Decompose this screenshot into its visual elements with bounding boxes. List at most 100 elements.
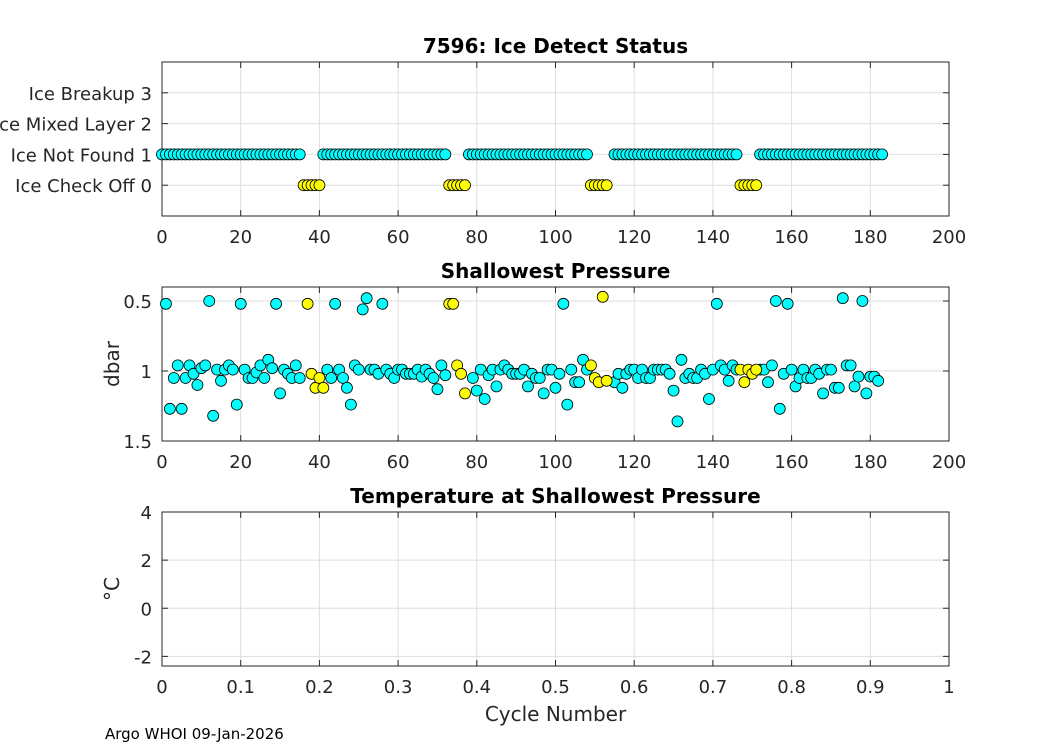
data-point (848, 380, 861, 393)
data-point (750, 363, 763, 376)
data-point (663, 367, 676, 380)
data-point (270, 297, 283, 310)
data-point (435, 359, 448, 372)
data-point (226, 363, 239, 376)
data-point (478, 393, 491, 405)
data-point (785, 363, 798, 376)
plot-2 (160, 286, 950, 442)
x-tick-label: 40 (308, 227, 331, 248)
axes-box (161, 61, 950, 217)
x-tick-label: 180 (853, 227, 887, 248)
data-point (762, 376, 774, 389)
plot-title: Temperature at Shallowest Pressure (350, 484, 760, 508)
x-tick-label: 0.6 (620, 677, 649, 698)
data-point (549, 381, 562, 394)
y-tick-label: 4 (141, 503, 152, 524)
data-point (710, 297, 723, 310)
data-point (825, 363, 837, 376)
x-tick-label: 0.7 (699, 677, 728, 698)
y-tick-label: -2 (134, 647, 152, 668)
data-point (376, 297, 389, 310)
y-tick-label: 1.5 (123, 432, 152, 453)
data-point (817, 387, 829, 400)
data-point (352, 363, 365, 376)
markers (156, 148, 889, 192)
x-tick-label: 160 (774, 452, 808, 473)
data-point (667, 384, 680, 397)
y-tick-label: 1 (141, 362, 152, 383)
plot-1 (156, 61, 950, 217)
data-point (876, 148, 889, 161)
data-point (537, 387, 550, 400)
data-point (766, 359, 778, 372)
y-axis-label: °C (100, 577, 124, 601)
data-point (596, 290, 609, 303)
data-point (459, 179, 471, 192)
data-point (844, 359, 857, 372)
data-point (557, 297, 570, 310)
y-tick-label: Ice Mixed Layer 2 (0, 115, 152, 136)
data-point (750, 179, 763, 192)
data-point (470, 384, 483, 397)
data-point (167, 372, 180, 384)
data-point (439, 148, 452, 161)
data-point (856, 295, 869, 307)
data-point (199, 359, 212, 372)
data-point (171, 359, 184, 372)
data-point (730, 148, 743, 161)
data-point (337, 372, 349, 384)
data-point (561, 398, 574, 411)
x-tick-label: 40 (308, 452, 331, 473)
data-point (301, 297, 314, 310)
data-point (553, 367, 566, 380)
x-tick-label: 120 (617, 227, 651, 248)
data-point (600, 374, 613, 387)
x-tick-label: 200 (932, 227, 966, 248)
data-point (565, 363, 578, 376)
x-axis-label: Cycle Number (485, 702, 627, 726)
data-point (207, 409, 220, 422)
data-point (163, 402, 176, 415)
x-tick-label: 0.5 (541, 677, 570, 698)
data-point (175, 402, 188, 415)
data-point (860, 387, 873, 400)
x-tick-label: 140 (696, 452, 730, 473)
data-point (600, 179, 613, 192)
data-point (872, 374, 885, 387)
data-point (836, 292, 849, 305)
x-tick-label: 20 (229, 227, 252, 248)
data-point (522, 380, 534, 393)
footer-stamp: Argo WHOI 09-Jan-2026 (105, 725, 284, 743)
y-tick-label: Ice Not Found 1 (11, 145, 152, 166)
x-tick-label: 200 (932, 452, 966, 473)
data-point (573, 376, 586, 389)
x-tick-label: 120 (617, 452, 651, 473)
x-tick-label: 140 (696, 227, 730, 248)
plot-title: 7596: Ice Detect Status (423, 34, 688, 58)
x-tick-label: 100 (538, 227, 572, 248)
data-point (289, 359, 302, 372)
data-point (490, 380, 503, 393)
y-tick-label: Ice Breakup 3 (29, 84, 152, 105)
data-point (439, 369, 452, 382)
x-tick-label: 0.2 (305, 677, 334, 698)
data-point (274, 387, 286, 400)
data-point (313, 372, 326, 384)
x-tick-label: 80 (465, 227, 488, 248)
markers (160, 290, 885, 428)
data-point (356, 303, 369, 316)
y-axis-label: dbar (100, 340, 124, 387)
data-point (581, 148, 593, 161)
x-tick-label: 60 (387, 227, 410, 248)
data-point (773, 402, 786, 415)
data-point (459, 387, 471, 400)
x-tick-label: 180 (853, 452, 887, 473)
data-point (852, 370, 865, 383)
data-point (266, 362, 279, 375)
axes-box (161, 511, 950, 667)
x-tick-label: 0.1 (226, 677, 255, 698)
data-point (215, 374, 227, 387)
data-point (431, 383, 444, 396)
data-point (738, 376, 751, 389)
